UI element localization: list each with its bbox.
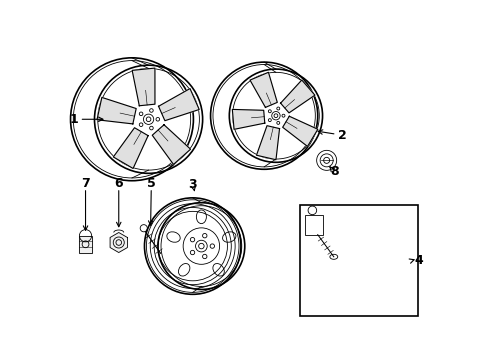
Polygon shape [280,80,314,113]
Polygon shape [79,236,92,253]
Polygon shape [249,72,277,107]
Text: 7: 7 [81,177,90,190]
Text: 5: 5 [147,177,156,190]
Polygon shape [113,128,148,168]
Polygon shape [110,233,127,252]
Text: 4: 4 [414,254,422,267]
Polygon shape [132,68,155,106]
Polygon shape [256,126,279,160]
Polygon shape [158,89,199,121]
Polygon shape [152,125,190,165]
Text: 3: 3 [188,178,197,191]
Polygon shape [282,116,317,147]
Text: 8: 8 [329,165,338,178]
Bar [305,215,323,235]
Bar [299,205,417,316]
Text: 1: 1 [69,113,78,126]
Text: 2: 2 [338,129,346,142]
Text: 6: 6 [114,177,123,190]
Bar [79,236,92,253]
Polygon shape [97,98,136,124]
Polygon shape [232,109,264,129]
